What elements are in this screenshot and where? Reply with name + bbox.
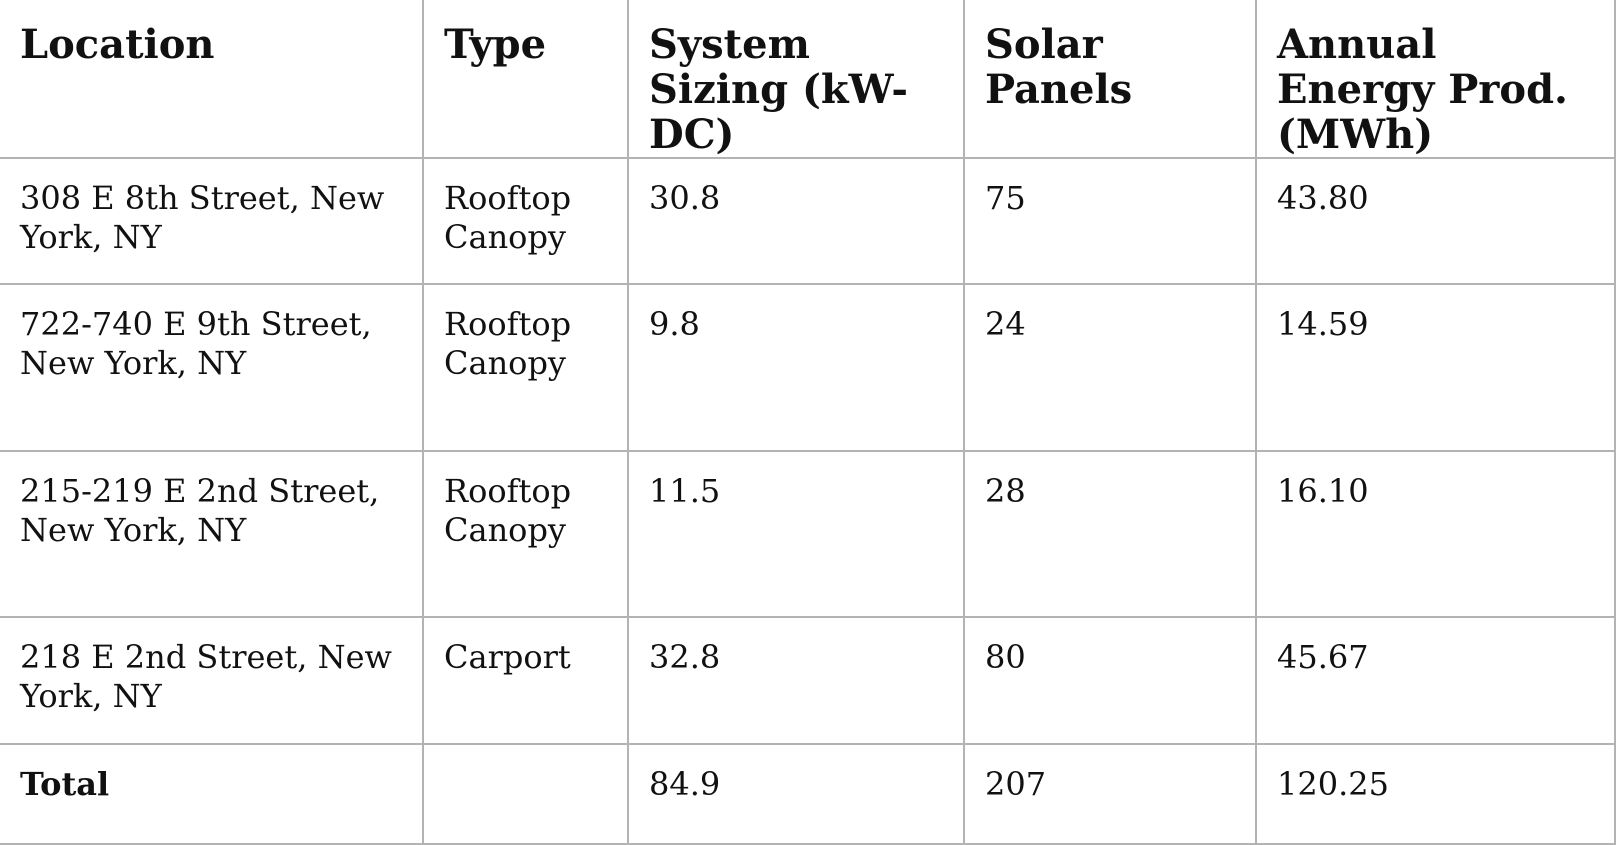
header-row: Location Type System Sizing (kW-DC) Sola… bbox=[0, 0, 1616, 159]
cell-annual-energy: 14.59 bbox=[1255, 283, 1616, 452]
table-row: 722-740 E 9th Street, New York, NY Rooft… bbox=[0, 283, 1616, 452]
cell-annual-energy: 45.67 bbox=[1255, 616, 1616, 745]
cell-annual-energy: 16.10 bbox=[1255, 450, 1616, 618]
cell-type: Rooftop Canopy bbox=[422, 450, 629, 618]
total-annual-energy: 120.25 bbox=[1255, 743, 1616, 845]
cell-location: 215-219 E 2nd Street, New York, NY bbox=[0, 450, 424, 618]
total-type bbox=[422, 743, 629, 845]
cell-system-sizing: 11.5 bbox=[627, 450, 965, 618]
header-system-sizing: System Sizing (kW-DC) bbox=[627, 0, 965, 159]
cell-system-sizing: 32.8 bbox=[627, 616, 965, 745]
table-row: 308 E 8th Street, New York, NY Rooftop C… bbox=[0, 157, 1616, 285]
total-label: Total bbox=[0, 743, 424, 845]
cell-system-sizing: 30.8 bbox=[627, 157, 965, 285]
cell-solar-panels: 24 bbox=[963, 283, 1257, 452]
cell-location: 218 E 2nd Street, New York, NY bbox=[0, 616, 424, 745]
total-system-sizing: 84.9 bbox=[627, 743, 965, 845]
cell-location: 308 E 8th Street, New York, NY bbox=[0, 157, 424, 285]
cell-solar-panels: 80 bbox=[963, 616, 1257, 745]
table-row: 215-219 E 2nd Street, New York, NY Rooft… bbox=[0, 450, 1616, 618]
cell-annual-energy: 43.80 bbox=[1255, 157, 1616, 285]
total-solar-panels: 207 bbox=[963, 743, 1257, 845]
header-location: Location bbox=[0, 0, 424, 159]
cell-system-sizing: 9.8 bbox=[627, 283, 965, 452]
cell-type: Rooftop Canopy bbox=[422, 157, 629, 285]
cell-solar-panels: 28 bbox=[963, 450, 1257, 618]
cell-type: Rooftop Canopy bbox=[422, 283, 629, 452]
cell-location: 722-740 E 9th Street, New York, NY bbox=[0, 283, 424, 452]
header-annual-energy: Annual Energy Prod. (MWh) bbox=[1255, 0, 1616, 159]
cell-type: Carport bbox=[422, 616, 629, 745]
table-row: 218 E 2nd Street, New York, NY Carport 3… bbox=[0, 616, 1616, 745]
header-solar-panels: Solar Panels bbox=[963, 0, 1257, 159]
header-type: Type bbox=[422, 0, 629, 159]
total-row: Total 84.9 207 120.25 bbox=[0, 743, 1616, 845]
cell-solar-panels: 75 bbox=[963, 157, 1257, 285]
